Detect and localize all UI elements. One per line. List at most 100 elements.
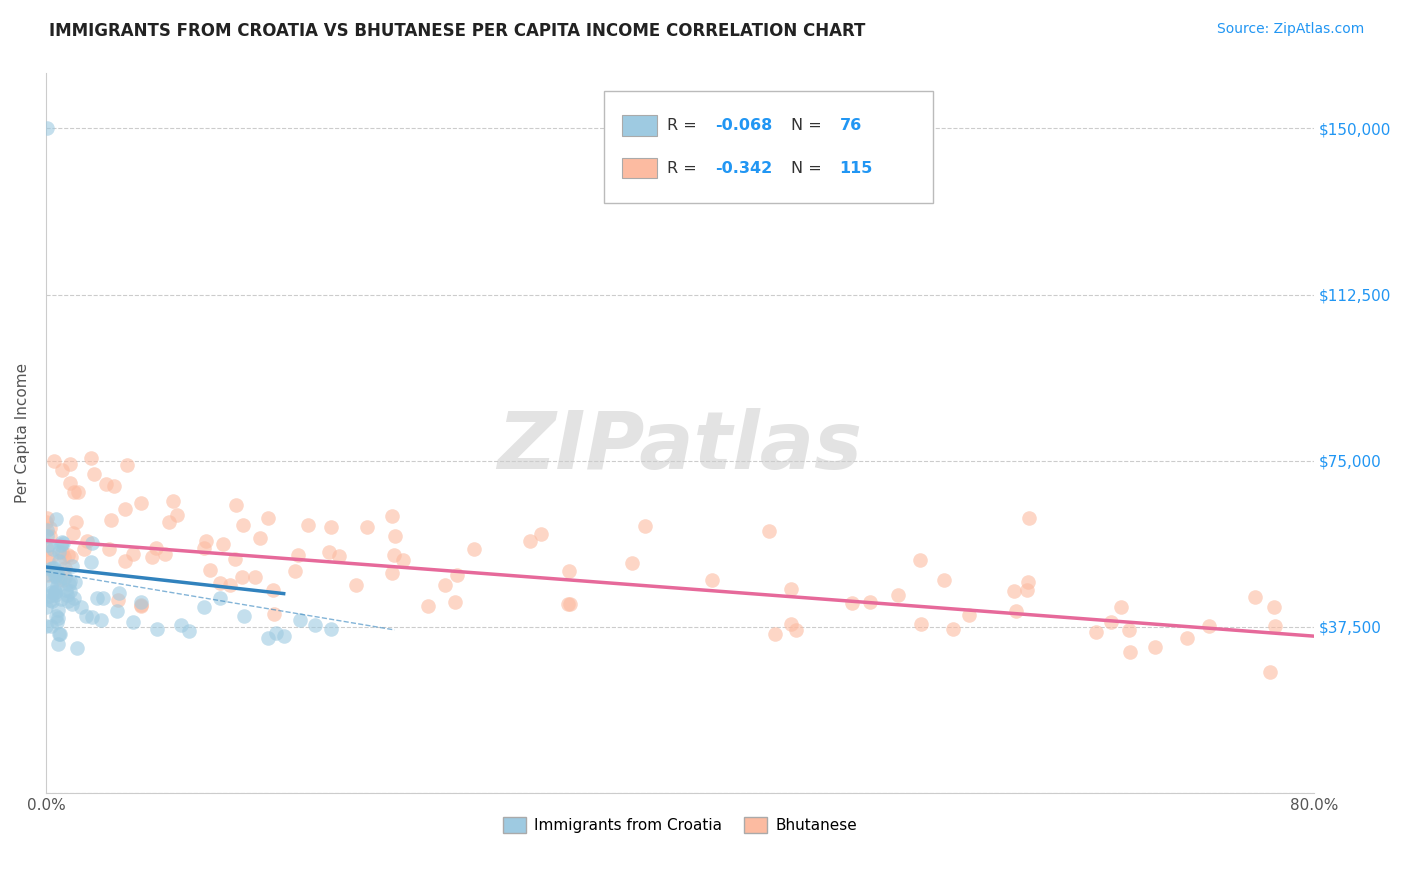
- Point: [48, 545, 70, 559]
- Point: [243, 569, 266, 583]
- Point: [249, 532, 271, 546]
- Point: [194, 534, 217, 549]
- Point: [62, 526, 84, 541]
- Point: [211, 537, 233, 551]
- Point: [48, 554, 70, 568]
- Point: [42, 541, 65, 556]
- Point: [446, 568, 468, 582]
- Point: [434, 578, 457, 592]
- Point: [198, 563, 221, 577]
- Point: [145, 541, 167, 555]
- Point: [44, 584, 66, 599]
- Point: [129, 496, 152, 510]
- Point: [39, 562, 62, 576]
- Text: -0.068: -0.068: [716, 118, 773, 133]
- Point: [209, 591, 232, 605]
- Point: [80, 609, 103, 624]
- Point: [263, 607, 285, 621]
- Point: [52, 574, 75, 588]
- Point: [46, 603, 69, 617]
- Point: [98, 541, 121, 556]
- Point: [49, 537, 72, 551]
- Point: [1264, 619, 1286, 633]
- Point: [785, 623, 807, 637]
- Point: [56, 588, 79, 602]
- Point: [39, 529, 62, 543]
- Point: [841, 596, 863, 610]
- Point: [60, 597, 83, 611]
- Point: [46, 611, 69, 625]
- Point: [83, 467, 105, 481]
- Text: 115: 115: [839, 161, 873, 176]
- Point: [381, 566, 404, 581]
- Point: [1198, 618, 1220, 632]
- Text: ZIPatlas: ZIPatlas: [498, 409, 862, 486]
- Text: Source: ZipAtlas.com: Source: ZipAtlas.com: [1216, 22, 1364, 37]
- Point: [60, 559, 83, 574]
- Point: [157, 516, 180, 530]
- Point: [321, 520, 343, 534]
- Point: [45, 570, 67, 584]
- Point: [49, 627, 72, 641]
- Point: [90, 613, 112, 627]
- Point: [94, 476, 117, 491]
- Point: [49, 591, 72, 606]
- Point: [35, 515, 58, 529]
- Point: [763, 627, 786, 641]
- Point: [58, 577, 80, 591]
- Point: [65, 515, 87, 529]
- Point: [256, 511, 278, 525]
- Text: R =: R =: [668, 161, 702, 176]
- Point: [1018, 511, 1040, 525]
- Point: [62, 591, 84, 606]
- Point: [381, 508, 404, 523]
- Point: [193, 541, 215, 555]
- Point: [129, 598, 152, 612]
- Point: [416, 599, 439, 614]
- Point: [35, 121, 58, 136]
- Point: [1119, 645, 1142, 659]
- Point: [463, 542, 485, 557]
- Point: [942, 622, 965, 636]
- Point: [46, 565, 69, 579]
- Point: [1244, 591, 1267, 605]
- Point: [166, 508, 188, 522]
- Point: [155, 547, 177, 561]
- Point: [44, 585, 66, 599]
- Point: [382, 548, 405, 562]
- Point: [46, 637, 69, 651]
- Point: [344, 578, 367, 592]
- Point: [115, 458, 138, 472]
- Point: [122, 615, 145, 630]
- Point: [233, 608, 256, 623]
- Point: [66, 484, 89, 499]
- Point: [162, 493, 184, 508]
- Point: [105, 604, 128, 618]
- Point: [86, 591, 108, 606]
- Point: [46, 579, 69, 593]
- Point: [392, 553, 415, 567]
- Point: [780, 617, 803, 632]
- Point: [129, 595, 152, 609]
- Point: [63, 574, 86, 589]
- Point: [1144, 640, 1167, 654]
- Point: [35, 541, 58, 556]
- Point: [59, 475, 82, 490]
- Point: [58, 549, 80, 563]
- Point: [1118, 623, 1140, 637]
- Point: [224, 552, 246, 566]
- Point: [530, 527, 553, 541]
- Point: [558, 565, 581, 579]
- Point: [700, 574, 723, 588]
- Point: [957, 608, 980, 623]
- Point: [45, 512, 67, 526]
- Point: [52, 535, 75, 549]
- Point: [932, 573, 955, 587]
- Point: [45, 609, 67, 624]
- Point: [114, 554, 136, 568]
- Point: [264, 626, 287, 640]
- Point: [107, 593, 129, 607]
- Point: [37, 554, 59, 568]
- Point: [69, 600, 91, 615]
- Point: [262, 582, 284, 597]
